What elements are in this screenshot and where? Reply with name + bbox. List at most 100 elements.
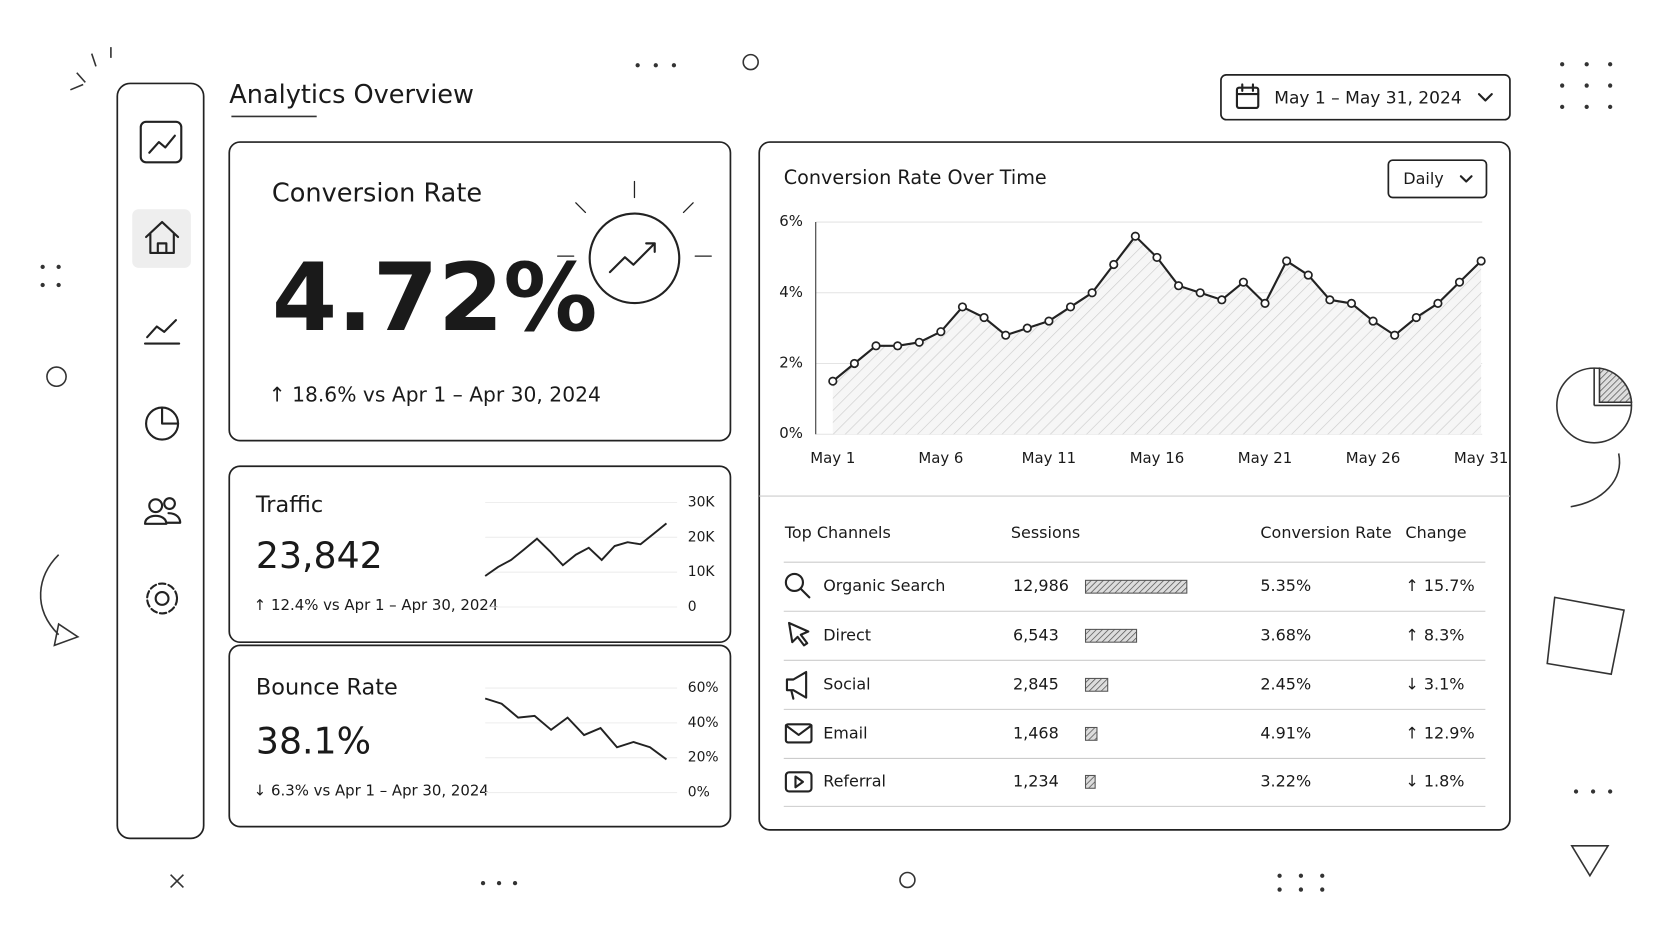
channel-name: Organic Search bbox=[823, 576, 945, 595]
point bbox=[1152, 252, 1162, 262]
change: ↑ 8.3% bbox=[1405, 625, 1464, 644]
y-tick-label: 2% bbox=[779, 354, 803, 372]
y-tick-label: 0% bbox=[688, 785, 710, 801]
point bbox=[1433, 298, 1443, 308]
period-label[interactable]: Daily bbox=[1403, 169, 1443, 188]
kpi-value: 23,842 bbox=[256, 534, 383, 577]
point bbox=[1260, 298, 1270, 308]
session-bar bbox=[1084, 677, 1109, 692]
sessions: 12,986 bbox=[1013, 576, 1069, 595]
column-header: Conversion Rate bbox=[1260, 523, 1391, 542]
session-bar bbox=[1084, 628, 1138, 643]
point bbox=[849, 358, 859, 369]
channel-name: Social bbox=[823, 674, 870, 693]
sparkline bbox=[484, 697, 668, 761]
point bbox=[1238, 277, 1248, 287]
session-bar bbox=[1084, 579, 1188, 594]
point bbox=[1325, 295, 1335, 305]
y-tick-label: 60% bbox=[688, 680, 719, 696]
point bbox=[1303, 270, 1313, 280]
y-tick-label: 6% bbox=[779, 212, 803, 230]
date-picker[interactable] bbox=[1220, 74, 1511, 121]
x-tick-label: May 11 bbox=[1022, 449, 1077, 467]
conversion-rate: 3.22% bbox=[1260, 771, 1311, 790]
traffic-card bbox=[228, 465, 732, 644]
point bbox=[1022, 323, 1032, 333]
session-bar bbox=[1084, 774, 1096, 789]
x-tick-label: May 31 bbox=[1454, 449, 1509, 467]
page-title: Analytics Overview bbox=[229, 80, 474, 110]
point bbox=[893, 341, 903, 351]
point bbox=[914, 337, 924, 347]
change: ↓ 3.1% bbox=[1405, 674, 1464, 693]
point bbox=[1087, 288, 1097, 298]
card-title: Bounce Rate bbox=[256, 675, 398, 701]
trend-badge bbox=[557, 180, 712, 305]
users-icon[interactable] bbox=[148, 498, 164, 514]
channel-icons bbox=[784, 572, 813, 793]
home-highlight bbox=[132, 209, 191, 268]
conversion-rate: 5.35% bbox=[1260, 576, 1311, 595]
y-tick-label: 20% bbox=[688, 750, 719, 766]
card-title: Conversion Rate bbox=[272, 178, 482, 208]
conversion-rate: 3.68% bbox=[1260, 625, 1311, 644]
date-range[interactable]: May 1 – May 31, 2024 bbox=[1274, 88, 1461, 108]
chevron bbox=[1459, 175, 1473, 183]
point bbox=[1109, 259, 1119, 270]
x-tick-label: May 21 bbox=[1238, 449, 1293, 467]
sessions: 1,234 bbox=[1013, 771, 1059, 790]
point bbox=[1282, 256, 1292, 266]
point bbox=[979, 312, 989, 323]
y-tick-label: 40% bbox=[688, 715, 719, 731]
change: ↓ 1.8% bbox=[1405, 771, 1464, 790]
point bbox=[1044, 316, 1054, 326]
column-header: Top Channels bbox=[784, 523, 891, 542]
change: ↑ 12.9% bbox=[1405, 723, 1474, 742]
channel-name: Direct bbox=[823, 625, 871, 644]
point bbox=[1065, 302, 1076, 312]
point bbox=[1195, 288, 1205, 298]
point bbox=[1130, 231, 1140, 241]
point bbox=[1476, 256, 1486, 266]
point bbox=[1217, 295, 1227, 305]
y-tick-label: 4% bbox=[779, 283, 803, 301]
sparkline bbox=[484, 522, 668, 577]
conversion-rate: 2.45% bbox=[1260, 674, 1311, 693]
point bbox=[936, 327, 946, 337]
bounce-card bbox=[228, 644, 732, 828]
home-icon[interactable] bbox=[145, 220, 180, 255]
sidebar-icons bbox=[132, 120, 191, 615]
conversion-card bbox=[228, 141, 732, 442]
point bbox=[1346, 298, 1357, 308]
trends-icon[interactable] bbox=[143, 319, 181, 345]
point bbox=[828, 376, 838, 386]
point bbox=[1454, 277, 1465, 287]
chart-title: Conversion Rate Over Time bbox=[784, 166, 1047, 189]
logo-icon[interactable] bbox=[139, 120, 183, 164]
y-tick-label: 20K bbox=[688, 529, 716, 545]
column-header: Sessions bbox=[1011, 523, 1080, 542]
y-tick-label: 0% bbox=[779, 424, 803, 442]
point bbox=[1173, 281, 1184, 291]
x-tick-label: May 6 bbox=[918, 449, 963, 467]
calendar-icon bbox=[1235, 83, 1260, 110]
change: ↑ 15.7% bbox=[1405, 576, 1474, 595]
dots bbox=[40, 62, 1613, 892]
column-header: Change bbox=[1405, 523, 1466, 542]
y-tick-label: 30K bbox=[688, 494, 716, 510]
card-title: Traffic bbox=[255, 492, 323, 518]
kpi-change: ↑ 18.6% vs Apr 1 – Apr 30, 2024 bbox=[269, 382, 601, 406]
settings-icon[interactable] bbox=[154, 590, 170, 606]
line-area bbox=[832, 236, 1482, 435]
point bbox=[957, 302, 968, 312]
decorations bbox=[39, 47, 1633, 889]
channel-name: Referral bbox=[823, 771, 886, 790]
y-tick-label: 0 bbox=[688, 599, 697, 615]
point bbox=[1001, 330, 1011, 340]
period-dropdown[interactable] bbox=[1387, 159, 1488, 199]
point bbox=[1368, 316, 1378, 326]
channels-table: Top Channels Sessions Conversion Rate Ch… bbox=[783, 523, 1486, 807]
y-tick-label: 10K bbox=[688, 564, 716, 580]
